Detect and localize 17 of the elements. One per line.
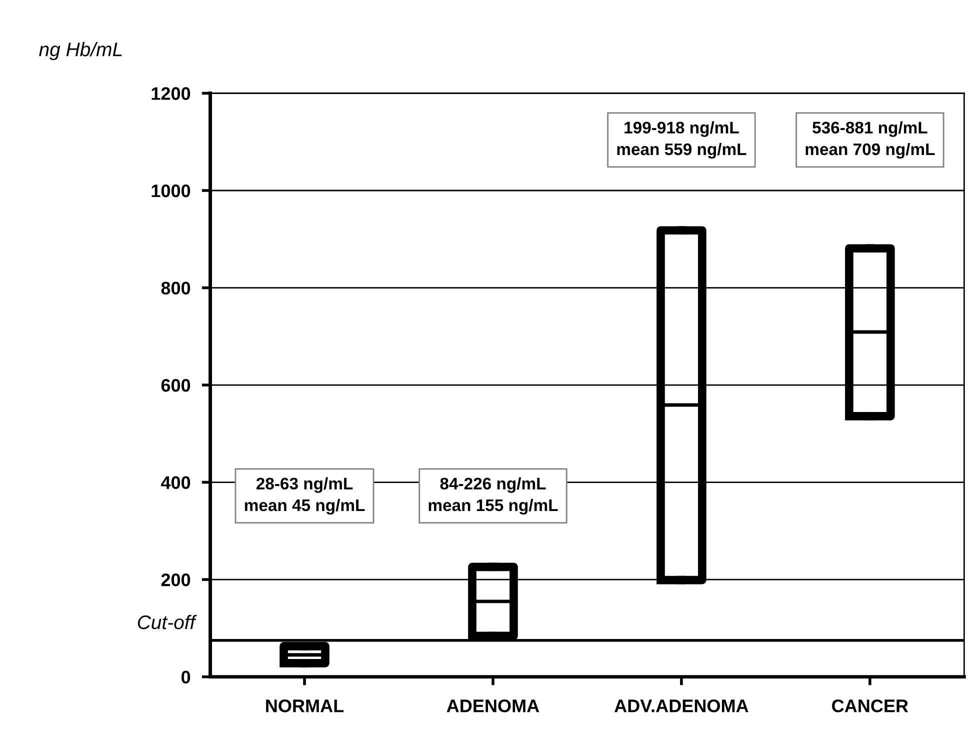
y-tick-label: 1200 — [152, 87, 190, 100]
y-tick-label: 200 — [161, 573, 190, 586]
annotation: 199-918 ng/mL mean 559 ng/mL — [617, 121, 746, 159]
x-tick-label: ADENOMA — [446, 700, 540, 712]
y-tick-label: 800 — [161, 282, 190, 294]
ref-line-label: Cut-off — [138, 614, 197, 630]
x-tick-label: NORMAL — [266, 700, 344, 712]
y-tick-label: 0 — [182, 670, 190, 684]
y-axis-title: ng Hb/mL — [39, 42, 122, 60]
annotation: 28-63 ng/mL mean 45 ng/mL — [244, 477, 365, 515]
x-tick-label: CANCER — [832, 700, 908, 712]
annotation: 84-226 ng/mL mean 155 ng/mL — [428, 477, 558, 515]
y-tick-label: 400 — [160, 476, 190, 490]
y-tick-label: 1000 — [152, 184, 190, 198]
x-tick-label: ADV.ADENOMA — [614, 700, 748, 712]
y-tick-label: 600 — [161, 378, 190, 392]
annotation: 536-881 ng/mL mean 709 ng/mL — [806, 121, 935, 159]
